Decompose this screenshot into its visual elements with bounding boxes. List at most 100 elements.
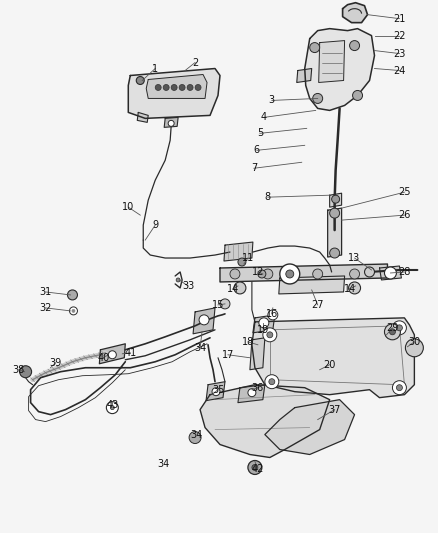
Polygon shape <box>220 264 388 282</box>
Text: 41: 41 <box>124 348 136 358</box>
Text: 40: 40 <box>97 353 110 363</box>
Text: 25: 25 <box>398 187 411 197</box>
Text: 11: 11 <box>242 253 254 263</box>
Circle shape <box>67 290 78 300</box>
Text: 16: 16 <box>266 309 278 319</box>
Text: 4: 4 <box>261 112 267 123</box>
Polygon shape <box>265 400 355 455</box>
Circle shape <box>252 464 258 471</box>
Text: 24: 24 <box>393 66 406 76</box>
Text: 43: 43 <box>106 400 118 410</box>
Text: 15: 15 <box>212 300 224 310</box>
Text: 23: 23 <box>393 49 406 59</box>
Circle shape <box>171 84 177 91</box>
Text: 31: 31 <box>39 287 52 297</box>
Circle shape <box>248 389 256 397</box>
Circle shape <box>392 321 406 335</box>
Circle shape <box>189 432 201 443</box>
Text: 8: 8 <box>265 192 271 202</box>
Polygon shape <box>297 69 312 83</box>
Circle shape <box>310 43 320 53</box>
Polygon shape <box>200 385 330 457</box>
Polygon shape <box>238 385 265 402</box>
Circle shape <box>330 208 339 218</box>
Circle shape <box>179 84 185 91</box>
Polygon shape <box>250 338 265 370</box>
Circle shape <box>187 84 193 91</box>
Text: 10: 10 <box>122 202 134 212</box>
Polygon shape <box>379 266 401 280</box>
Circle shape <box>385 324 400 340</box>
Circle shape <box>286 270 294 278</box>
Circle shape <box>155 84 161 91</box>
Text: 2: 2 <box>192 58 198 68</box>
Text: 20: 20 <box>323 360 336 370</box>
Polygon shape <box>164 117 178 127</box>
Text: 12: 12 <box>252 267 264 277</box>
Polygon shape <box>128 69 220 118</box>
Circle shape <box>212 387 220 395</box>
Text: 34: 34 <box>190 430 202 440</box>
Circle shape <box>72 309 75 312</box>
Circle shape <box>176 278 180 282</box>
Polygon shape <box>252 318 414 398</box>
Polygon shape <box>224 242 253 261</box>
Circle shape <box>269 379 275 385</box>
Circle shape <box>234 282 246 294</box>
Text: 5: 5 <box>257 128 263 139</box>
Circle shape <box>396 325 403 331</box>
Text: 13: 13 <box>349 253 361 263</box>
Circle shape <box>199 315 209 325</box>
Text: 35: 35 <box>212 385 224 394</box>
Circle shape <box>163 84 169 91</box>
Text: 29: 29 <box>386 323 399 333</box>
Text: 3: 3 <box>269 95 275 106</box>
Text: 14: 14 <box>343 284 356 294</box>
Circle shape <box>263 328 277 342</box>
Circle shape <box>280 264 300 284</box>
Circle shape <box>195 84 201 91</box>
Circle shape <box>392 381 406 394</box>
Circle shape <box>313 269 323 279</box>
Text: 14: 14 <box>227 284 239 294</box>
Text: 34: 34 <box>157 459 170 470</box>
Text: 34: 34 <box>194 343 206 353</box>
Polygon shape <box>193 308 215 334</box>
Circle shape <box>110 406 114 410</box>
Text: 17: 17 <box>222 350 234 360</box>
Circle shape <box>350 41 360 51</box>
Circle shape <box>332 195 339 203</box>
Circle shape <box>263 269 273 279</box>
Polygon shape <box>99 344 125 364</box>
Circle shape <box>136 77 144 84</box>
Polygon shape <box>253 315 275 333</box>
Text: 18: 18 <box>242 337 254 347</box>
Text: 36: 36 <box>252 383 264 393</box>
Text: 27: 27 <box>311 300 324 310</box>
Circle shape <box>20 366 32 378</box>
Circle shape <box>168 120 174 126</box>
Circle shape <box>353 91 363 100</box>
Text: 30: 30 <box>408 337 420 347</box>
Circle shape <box>248 461 262 474</box>
Text: 6: 6 <box>254 146 260 155</box>
Circle shape <box>389 329 396 335</box>
Circle shape <box>349 282 360 294</box>
Circle shape <box>70 307 78 315</box>
Circle shape <box>268 310 278 320</box>
Circle shape <box>330 248 339 258</box>
Text: 7: 7 <box>251 163 257 173</box>
Polygon shape <box>330 193 342 207</box>
Circle shape <box>230 269 240 279</box>
Circle shape <box>267 332 273 338</box>
Circle shape <box>265 375 279 389</box>
Circle shape <box>258 270 266 278</box>
Polygon shape <box>146 75 207 99</box>
Text: 38: 38 <box>13 365 25 375</box>
Text: 39: 39 <box>49 358 62 368</box>
Text: 32: 32 <box>39 303 52 313</box>
Polygon shape <box>328 208 342 257</box>
Circle shape <box>396 385 403 391</box>
Text: 26: 26 <box>398 210 410 220</box>
Text: 28: 28 <box>398 267 410 277</box>
